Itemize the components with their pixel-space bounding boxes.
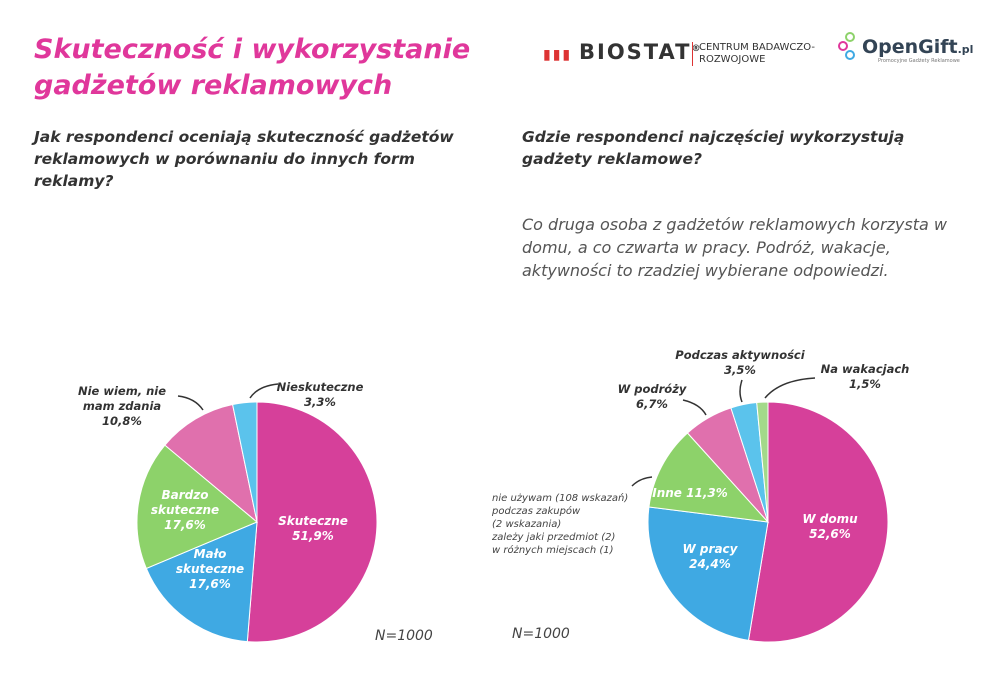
label-malo-skuteczne: Mało skuteczne 17,6% xyxy=(175,547,245,591)
arrow-inne-note xyxy=(631,476,653,487)
note-line: zależy jaki przedmiot (2) xyxy=(492,532,616,543)
label-bardzo-skuteczne: Bardzo skuteczne 17,6% xyxy=(150,488,220,532)
label-w-pracy: W pracy 24,4% xyxy=(682,542,738,571)
right-description: Co druga osoba z gadżetów reklamowych ko… xyxy=(522,215,947,280)
pie-slice-mało-skuteczne xyxy=(145,521,258,643)
other-answers-note: nie używam (108 wskazań) podczas zakupów… xyxy=(492,492,628,557)
centrum-logo-text: CENTRUM BADAWCZO-ROZWOJOWE xyxy=(692,42,819,66)
left-n: N=1000 xyxy=(375,628,433,644)
left-pie xyxy=(136,401,378,643)
note-line: podczas zakupów xyxy=(492,506,581,517)
opengift-subtitle: Promocyjne Gadżety Reklamowe xyxy=(878,58,960,64)
pie-slice-skuteczne xyxy=(246,401,378,643)
right-n: N=1000 xyxy=(512,626,570,642)
arrow-na-wakacjach xyxy=(764,377,816,399)
label-skuteczne: Skuteczne 51,9% xyxy=(278,514,348,543)
arrow-nie-wiem xyxy=(177,395,204,411)
label-w-domu: W domu 52,6% xyxy=(802,512,858,541)
pie-slice-bardzo-skuteczne xyxy=(136,444,258,570)
label-na-wakacjach: Na wakacjach 1,5% xyxy=(820,362,910,391)
opengift-tld: .pl xyxy=(957,43,974,56)
note-line: (2 wskazania) xyxy=(492,519,562,530)
right-question: Gdzie respondenci najczęściej wykorzystu… xyxy=(522,128,905,168)
label-nieskuteczne: Nieskuteczne 3,3% xyxy=(276,380,364,409)
pie-slice-w-pracy xyxy=(647,506,769,641)
label-nie-wiem: Nie wiem, nie mam zdania 10,8% xyxy=(77,384,167,428)
label-w-podrozy: W podróży 6,7% xyxy=(617,382,687,411)
page-title: Skuteczność i wykorzystanie gadżetów rek… xyxy=(34,34,471,101)
biostat-logo: ▮▮▮ BIOSTAT® xyxy=(543,40,703,64)
left-question: Jak respondenci oceniają skuteczność gad… xyxy=(34,128,454,190)
pie-slice-na-wakacjach xyxy=(756,401,769,523)
note-line: nie używam (108 wskazań) xyxy=(492,493,629,504)
note-line: w różnych miejscach (1) xyxy=(492,545,614,556)
arrow-w-podrozy xyxy=(682,399,707,416)
pie-slice-inne xyxy=(648,432,770,523)
arrow-podczas-aktywnosci xyxy=(739,379,743,403)
right-pie xyxy=(647,401,889,643)
callout-arrows xyxy=(177,377,816,487)
pie-slice-nie-wiem-nie-mam-zdania xyxy=(164,403,258,524)
pie-slice-w-domu xyxy=(747,401,889,643)
label-podczas-aktywnosci: Podczas aktywności 3,5% xyxy=(675,348,805,377)
biostat-logo-text: BIOSTAT xyxy=(579,40,692,64)
opengift-logo: OpenGift.pl xyxy=(862,36,973,58)
opengift-icon xyxy=(838,32,862,62)
label-inne: Inne 11,3% xyxy=(652,486,728,500)
pie-slice-nieskuteczne xyxy=(231,401,258,523)
arrow-nieskuteczne xyxy=(249,383,279,399)
opengift-logo-text: OpenGift xyxy=(862,36,958,58)
